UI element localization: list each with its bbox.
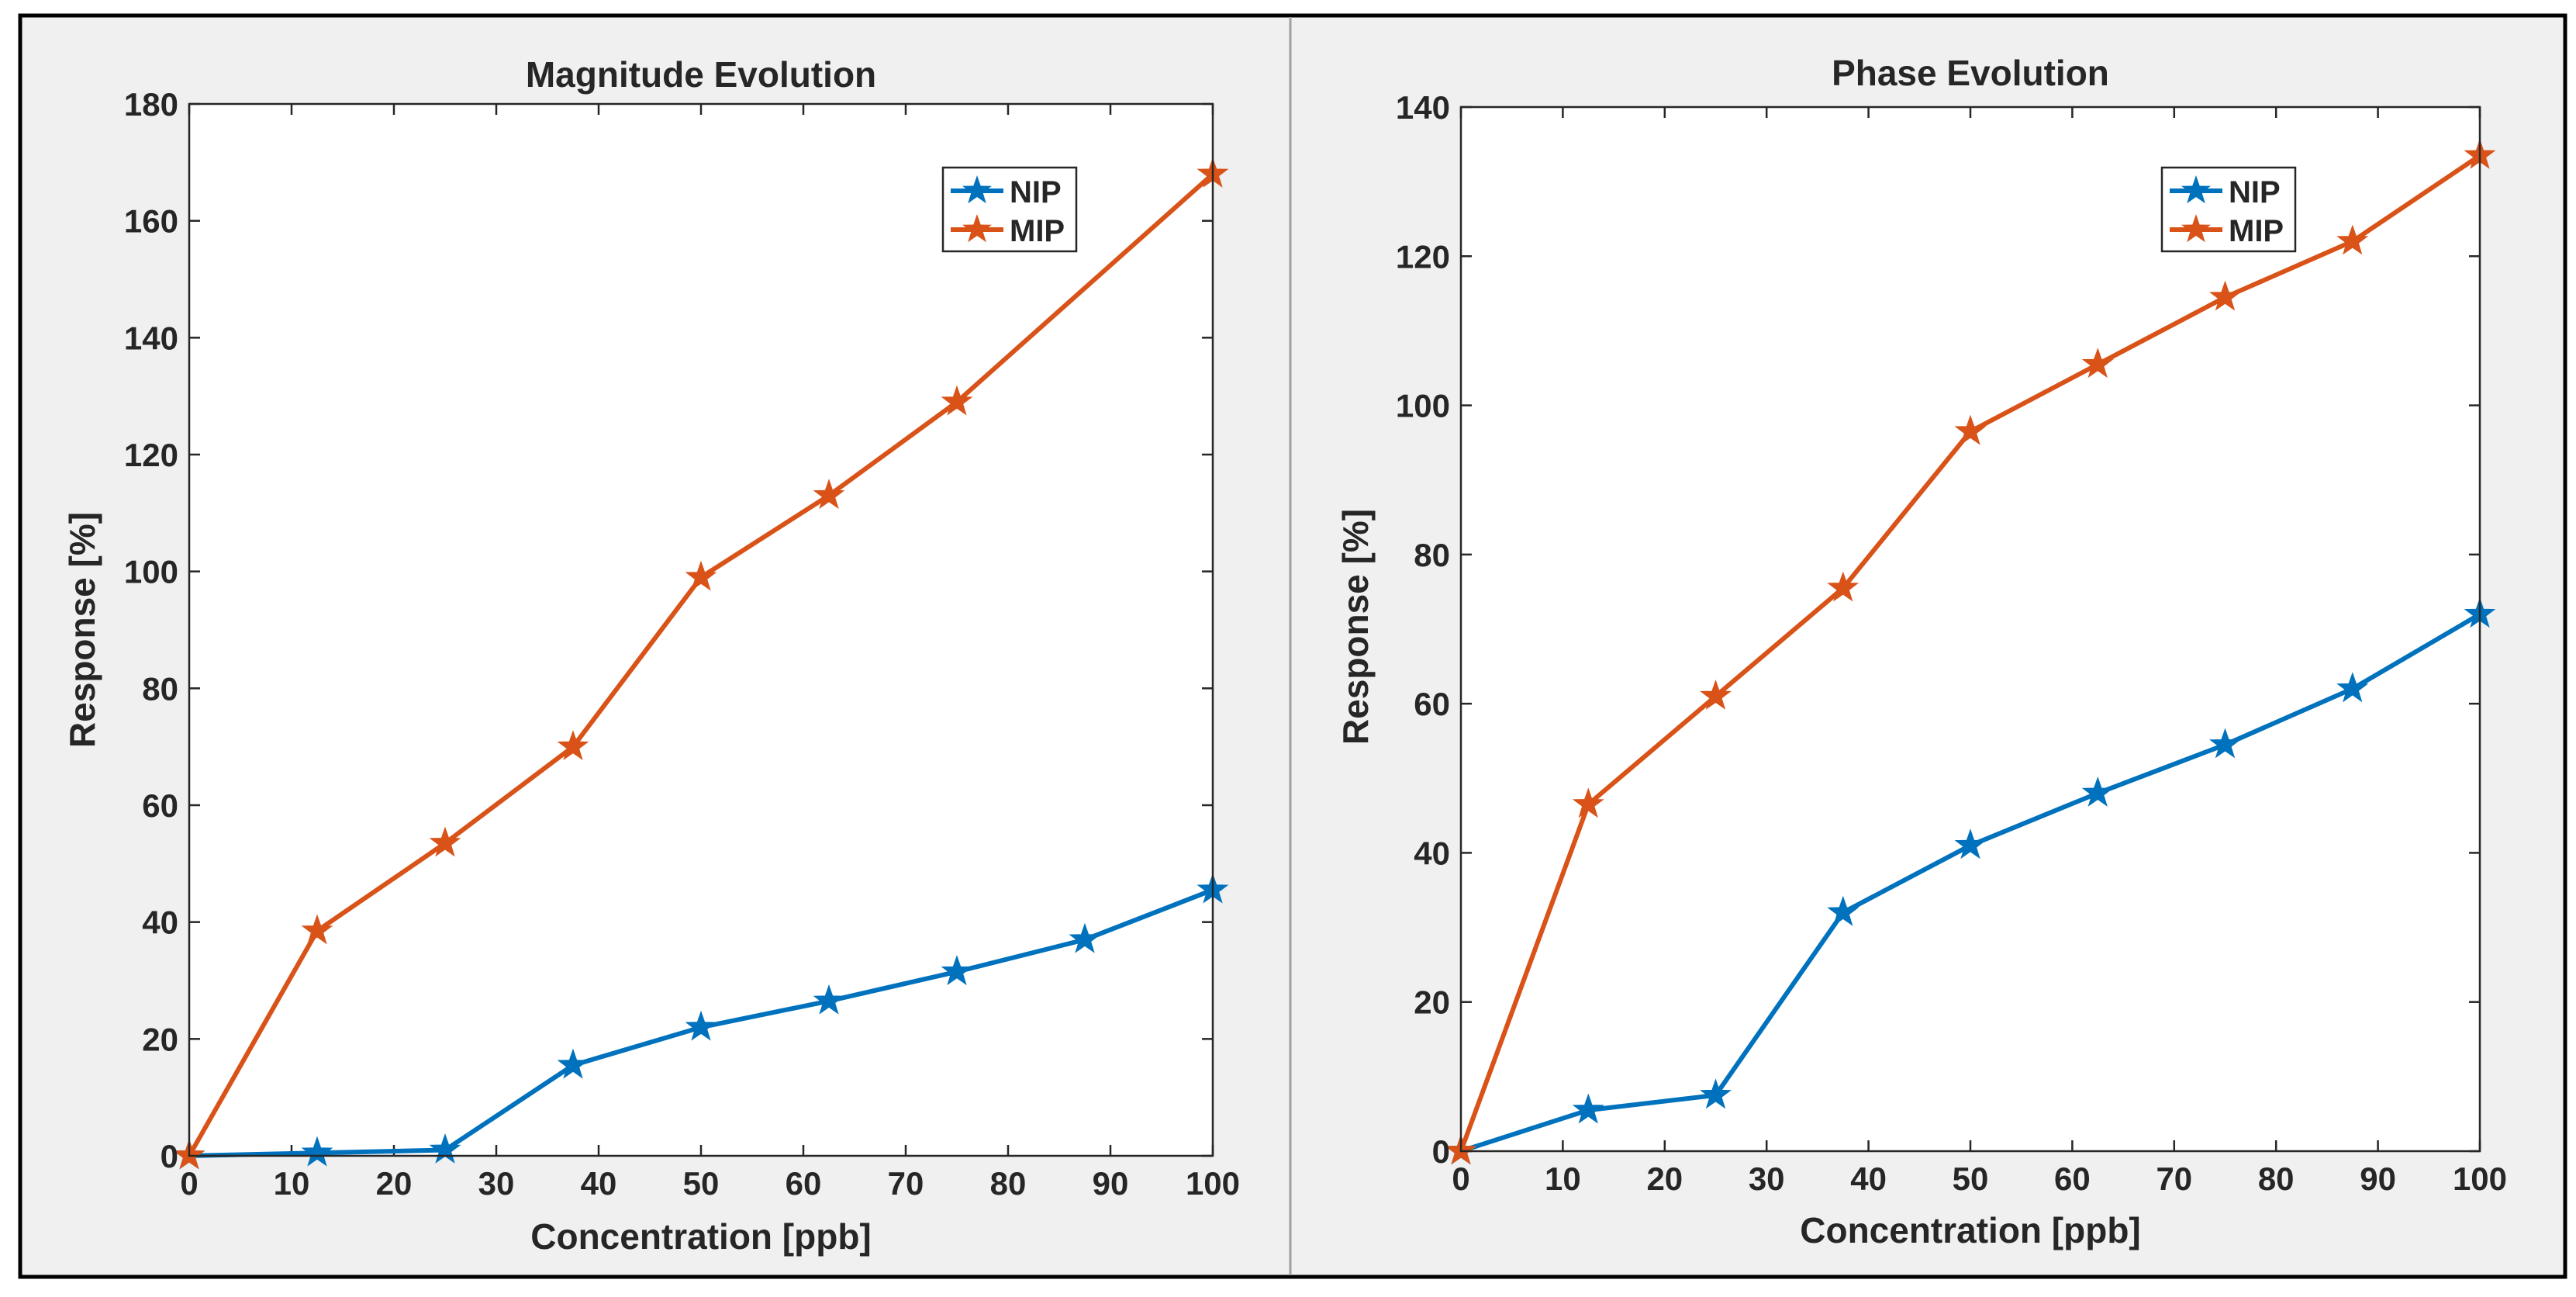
magnitude-xtick-label: 90 bbox=[1093, 1165, 1129, 1202]
phase-nip-point bbox=[2336, 672, 2369, 703]
phase-mip-point bbox=[2081, 348, 2114, 379]
magnitude-nip-point bbox=[685, 1010, 717, 1041]
magnitude-xtick-label: 40 bbox=[581, 1165, 617, 1202]
magnitude-title: Magnitude Evolution bbox=[526, 54, 876, 95]
phase-ytick-label: 80 bbox=[1414, 537, 1450, 573]
magnitude-xtick-label: 70 bbox=[888, 1165, 924, 1202]
magnitude-mip-point bbox=[813, 479, 845, 510]
magnitude-ytick-label: 0 bbox=[161, 1138, 178, 1174]
phase-mip-point bbox=[1954, 414, 1987, 445]
phase-ylabel: Response [%] bbox=[1335, 509, 1376, 745]
phase-xtick-label: 0 bbox=[1452, 1160, 1469, 1197]
phase-chart: 0 10 20 30 40 50 60 70 80 90 100 0 20 40 60 80 100 120 140… bbox=[1335, 53, 2507, 1250]
phase-legend: NIP MIP bbox=[2160, 166, 2297, 253]
phase-xtick-label: 60 bbox=[2054, 1160, 2091, 1197]
phase-nip-point bbox=[2209, 728, 2241, 759]
phase-ytick-label: 20 bbox=[1414, 984, 1450, 1021]
phase-legend-mip-marker bbox=[2181, 214, 2211, 243]
magnitude-ytick-label: 160 bbox=[124, 203, 178, 240]
phase-legend-nip-marker bbox=[2181, 175, 2211, 204]
phase-xtick-label: 50 bbox=[1953, 1160, 1989, 1197]
magnitude-legend-nip-label: NIP bbox=[1010, 175, 1062, 209]
magnitude-mip-point bbox=[941, 385, 973, 416]
phase-mip-point bbox=[1700, 679, 1732, 710]
magnitude-mip-line bbox=[187, 172, 1214, 1157]
magnitude-legend-box bbox=[941, 166, 1078, 253]
phase-nip-point bbox=[1572, 1093, 1604, 1124]
phase-legend-mip-label: MIP bbox=[2229, 214, 2284, 248]
magnitude-xtick-label: 100 bbox=[1186, 1165, 1240, 1202]
magnitude-ytick-label: 60 bbox=[142, 787, 178, 824]
magnitude-xtick-label: 0 bbox=[180, 1165, 198, 1202]
phase-xtick-label: 10 bbox=[1545, 1160, 1581, 1197]
magnitude-xtick-label: 30 bbox=[478, 1165, 515, 1202]
magnitude-xtick-label: 60 bbox=[786, 1165, 822, 1202]
magnitude-xtick-label: 50 bbox=[683, 1165, 720, 1202]
magnitude-ytick-label: 120 bbox=[124, 437, 178, 473]
phase-title: Phase Evolution bbox=[1832, 53, 2109, 93]
phase-xlabel: Concentration [ppb] bbox=[1800, 1210, 2141, 1250]
phase-xtick-label: 70 bbox=[2156, 1160, 2192, 1197]
phase-xtick-label: 40 bbox=[1850, 1160, 1887, 1197]
magnitude-ylabel: Response [%] bbox=[62, 512, 102, 748]
phase-ticks bbox=[1459, 105, 2481, 1153]
magnitude-nip-point bbox=[557, 1048, 589, 1079]
magnitude-nip-point bbox=[941, 955, 973, 986]
phase-plot-area bbox=[1461, 107, 2480, 1151]
magnitude-legend-mip-label: MIP bbox=[1010, 214, 1065, 248]
magnitude-mip-point bbox=[557, 730, 589, 761]
magnitude-mip-point bbox=[685, 560, 717, 591]
phase-ytick-label: 40 bbox=[1414, 835, 1450, 871]
phase-ytick-label: 60 bbox=[1414, 686, 1450, 722]
magnitude-ticks bbox=[188, 102, 1214, 1157]
magnitude-ytick-label: 100 bbox=[124, 554, 178, 590]
phase-mip-point bbox=[2336, 224, 2369, 255]
magnitude-nip-point bbox=[301, 1136, 333, 1167]
phase-xtick-label: 20 bbox=[1646, 1160, 1683, 1197]
magnitude-ytick-label: 40 bbox=[142, 904, 178, 941]
magnitude-mip-point bbox=[301, 914, 333, 945]
phase-nip-point bbox=[2081, 776, 2114, 807]
phase-ytick-label: 120 bbox=[1396, 238, 1450, 275]
phase-mip-point bbox=[2209, 280, 2241, 311]
magnitude-nip-point bbox=[1069, 922, 1101, 953]
magnitude-ytick-label: 80 bbox=[142, 670, 178, 707]
magnitude-nip-point bbox=[813, 984, 845, 1015]
phase-ytick-label: 0 bbox=[1432, 1133, 1450, 1170]
phase-mip-point bbox=[1572, 787, 1604, 818]
magnitude-chart: 0 10 20 30 40 50 60 70 80 90 100 0 20 40 60 80 100 120 140… bbox=[62, 54, 1240, 1257]
magnitude-xlabel: Concentration [ppb] bbox=[530, 1216, 872, 1257]
magnitude-ytick-label: 180 bbox=[124, 86, 178, 123]
phase-xtick-label: 90 bbox=[2360, 1160, 2396, 1197]
phase-nip-point bbox=[1954, 828, 1987, 859]
magnitude-legend-mip-marker bbox=[962, 214, 992, 243]
phase-ytick-label: 100 bbox=[1396, 388, 1450, 424]
phase-legend-nip-label: NIP bbox=[2229, 175, 2281, 209]
phase-legend-box bbox=[2160, 166, 2297, 253]
phase-tick-labels: 0 10 20 30 40 50 60 70 80 90 100 0 20 40 60 80 100 120 140 bbox=[1396, 89, 2507, 1197]
magnitude-tick-labels: 0 10 20 30 40 50 60 70 80 90 100 0 20 40 60 80 100 120 140… bbox=[124, 86, 1240, 1202]
magnitude-xtick-label: 20 bbox=[376, 1165, 413, 1202]
phase-nip-point bbox=[1700, 1078, 1732, 1109]
magnitude-mip-point bbox=[429, 826, 461, 857]
phase-xtick-label: 30 bbox=[1749, 1160, 1785, 1197]
phase-ytick-label: 140 bbox=[1396, 89, 1450, 126]
magnitude-plot-border bbox=[188, 102, 1214, 1157]
magnitude-legend: NIP MIP bbox=[941, 166, 1078, 253]
phase-nip-point bbox=[1827, 895, 1859, 926]
phase-xtick-label: 80 bbox=[2258, 1160, 2295, 1197]
magnitude-ytick-label: 20 bbox=[142, 1021, 178, 1057]
magnitude-xtick-label: 80 bbox=[990, 1165, 1027, 1202]
phase-plot-border bbox=[1459, 105, 2481, 1153]
magnitude-legend-nip-marker bbox=[962, 175, 992, 204]
magnitude-ytick-label: 140 bbox=[124, 320, 178, 356]
magnitude-xtick-label: 10 bbox=[274, 1165, 310, 1202]
phase-xtick-label: 100 bbox=[2453, 1160, 2507, 1197]
phase-mip-point bbox=[1827, 571, 1859, 602]
magnitude-plot-area bbox=[189, 104, 1213, 1156]
